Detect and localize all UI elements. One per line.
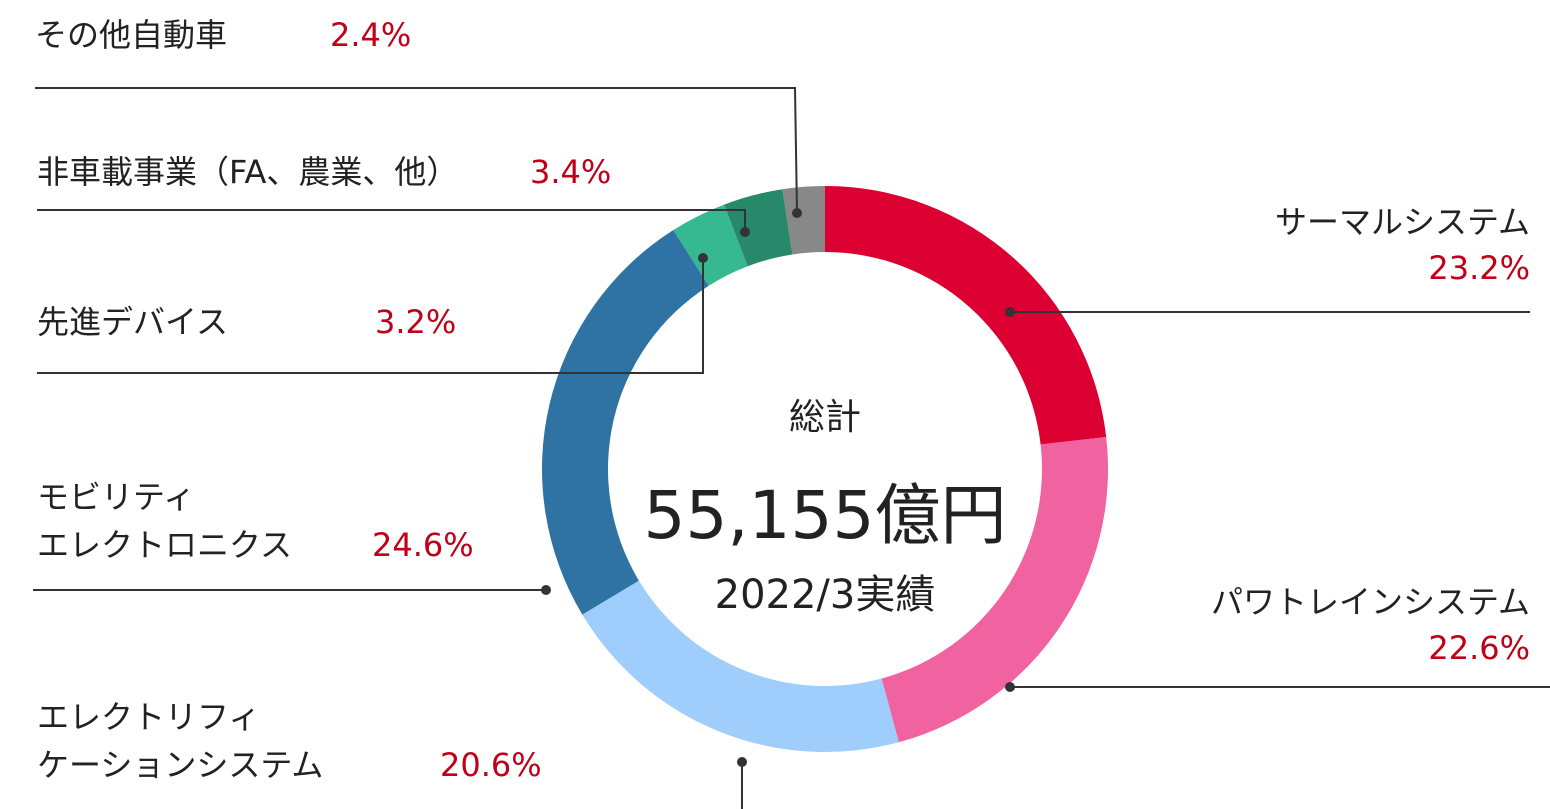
leader-dot: [541, 585, 551, 595]
donut-segment: [782, 186, 825, 255]
value-label: 23.2%: [1428, 249, 1530, 287]
leader-line: [35, 87, 798, 214]
donut-segment: [881, 437, 1108, 743]
leader-dot: [1005, 682, 1015, 692]
center-title: 総計: [788, 397, 861, 438]
leader-dot: [792, 208, 802, 218]
donut-segment: [542, 230, 709, 615]
leader-dot: [737, 757, 747, 767]
value-label: 22.6%: [1428, 629, 1530, 667]
category-label: エレクトリフィ ケーションシステム: [37, 698, 324, 784]
value-label: 24.6%: [372, 526, 474, 564]
leader-dot: [698, 253, 708, 263]
donut-segment: [582, 580, 899, 752]
center-period: 2022/3実績: [714, 572, 936, 618]
donut-segment: [825, 186, 1107, 445]
category-label: 先進デバイス: [37, 303, 229, 341]
category-label: サーマルシステム: [1274, 203, 1530, 241]
leader-line: [37, 258, 704, 374]
value-label: 20.6%: [440, 746, 542, 784]
category-label: パワトレインシステム: [1210, 583, 1530, 621]
category-label: その他自動車: [35, 16, 228, 54]
leader-dot: [1005, 307, 1015, 317]
leader-dot: [740, 227, 750, 237]
center-total: 55,155億円: [643, 477, 1007, 554]
value-label: 3.4%: [530, 153, 612, 191]
category-label: モビリティ エレクトロニクス: [37, 478, 293, 564]
value-label: 2.4%: [330, 16, 412, 54]
donut-segment: [724, 189, 793, 267]
category-label: 非車載事業（FA、農業、他）: [37, 153, 459, 191]
donut-segment: [673, 204, 748, 286]
value-label: 3.2%: [375, 303, 457, 341]
leader-line: [37, 209, 746, 232]
